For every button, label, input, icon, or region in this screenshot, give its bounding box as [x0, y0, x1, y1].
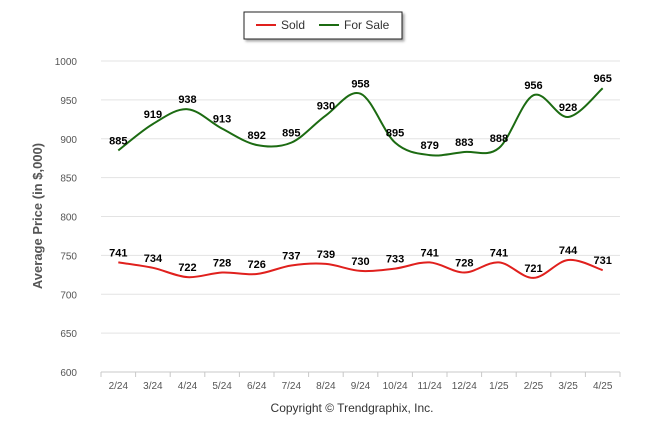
series-line-for-sale	[117, 87, 604, 157]
y-axis-title: Average Price (in $,000)	[30, 143, 45, 289]
y-tick-label: 600	[60, 368, 77, 379]
data-label-sold: 737	[282, 250, 300, 262]
legend: Sold For Sale	[243, 11, 403, 40]
data-label-for-sale: 895	[282, 128, 300, 140]
x-tick-label: 3/24	[143, 381, 163, 392]
x-tick-label: 2/25	[524, 381, 544, 392]
data-label-sold: 734	[144, 253, 163, 265]
y-tick-label: 650	[60, 329, 77, 340]
y-tick-label: 800	[60, 213, 77, 224]
data-label-sold: 731	[594, 255, 612, 267]
data-label-for-sale: 958	[351, 79, 369, 91]
data-label-for-sale: 883	[455, 137, 473, 149]
data-label-sold: 730	[351, 256, 369, 268]
x-tick-label: 1/25	[489, 381, 509, 392]
x-tick-label: 11/24	[418, 381, 443, 392]
data-labels: 741 734 722 728 726 737 739 730 733 741 728 741 721 7…	[109, 73, 612, 275]
data-label-for-sale: 879	[421, 140, 439, 152]
data-label-sold: 722	[178, 262, 196, 274]
x-tick-label: 4/25	[593, 381, 613, 392]
x-tick-label: 9/24	[351, 381, 371, 392]
x-tick-label: 12/24	[452, 381, 477, 392]
data-label-for-sale: 885	[109, 135, 127, 147]
x-tick-label: 3/25	[558, 381, 578, 392]
copyright-credit: Copyright © Trendgraphix, Inc.	[271, 401, 434, 415]
series-lines	[117, 87, 604, 279]
data-label-sold: 721	[524, 263, 542, 275]
y-tick-label: 700	[60, 290, 77, 301]
y-axis-ticks: 600 650 700 750 800 850 900 950 1000	[55, 57, 78, 379]
x-axis-ticks: 2/24 3/24 4/24 5/24 6/24 7/24 8/24 9/24 10/24 11/…	[100, 371, 621, 392]
y-tick-label: 850	[60, 174, 77, 185]
x-tick-label: 6/24	[247, 381, 267, 392]
x-tick-label: 4/24	[178, 381, 198, 392]
data-label-for-sale: 913	[213, 114, 231, 126]
data-label-for-sale: 892	[248, 130, 266, 142]
data-label-sold: 741	[109, 247, 127, 259]
y-tick-label: 950	[60, 96, 77, 107]
x-tick-label: 5/24	[212, 381, 232, 392]
data-label-sold: 739	[317, 249, 335, 261]
y-tick-label: 900	[60, 135, 77, 146]
data-label-sold: 726	[248, 259, 266, 271]
data-label-for-sale: 930	[317, 100, 335, 112]
data-label-for-sale: 965	[594, 73, 612, 85]
series-line-sold	[118, 259, 604, 279]
data-label-sold: 741	[421, 247, 439, 259]
data-label-for-sale: 895	[386, 128, 404, 140]
data-label-for-sale: 956	[524, 80, 542, 92]
x-tick-label: 8/24	[316, 381, 336, 392]
data-label-for-sale: 928	[559, 102, 577, 114]
data-label-sold: 733	[386, 254, 404, 266]
data-label-for-sale: 919	[144, 109, 162, 121]
data-label-sold: 728	[213, 257, 231, 269]
data-label-for-sale: 888	[490, 133, 508, 145]
y-tick-label: 1000	[55, 57, 78, 68]
x-tick-label: 2/24	[109, 381, 129, 392]
data-label-for-sale: 938	[178, 94, 196, 106]
data-label-sold: 728	[455, 257, 473, 269]
data-label-sold: 744	[559, 245, 578, 257]
x-tick-label: 7/24	[282, 381, 302, 392]
legend-label-for-sale: For Sale	[344, 18, 390, 32]
x-tick-label: 10/24	[383, 381, 408, 392]
y-tick-label: 750	[60, 251, 77, 262]
legend-label-sold: Sold	[281, 18, 305, 32]
data-label-sold: 741	[490, 247, 508, 259]
gridlines	[101, 60, 620, 373]
